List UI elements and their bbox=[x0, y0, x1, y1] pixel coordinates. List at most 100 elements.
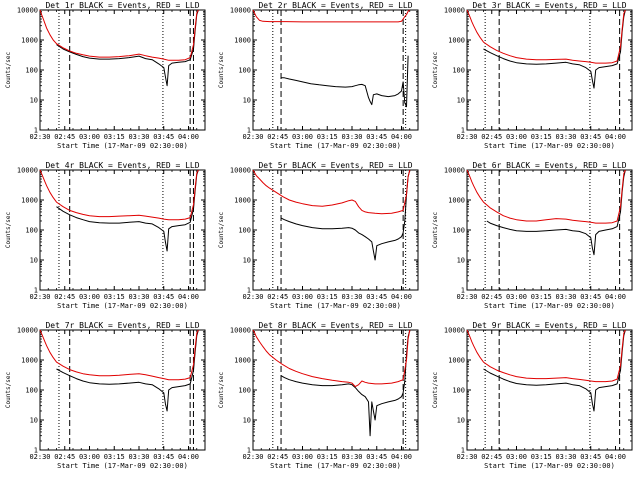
x-tick-label: 03:00 bbox=[292, 293, 313, 301]
y-tick-label: 10 bbox=[243, 97, 251, 105]
y-tick-label: 100 bbox=[238, 67, 251, 75]
y-axis-label: Counts/sec bbox=[432, 372, 439, 409]
x-tick-label: 03:00 bbox=[506, 133, 527, 141]
y-tick-label: 1 bbox=[247, 127, 251, 135]
x-tick-label: 03:30 bbox=[128, 133, 149, 141]
plot-frame bbox=[466, 329, 633, 451]
x-axis-label: Start Time (17-Mar-09 02:30:00) bbox=[484, 462, 615, 470]
series-line-lld bbox=[39, 169, 199, 221]
x-tick-label: 04:00 bbox=[178, 293, 199, 301]
series-line-lld bbox=[252, 9, 411, 23]
panel-title: Det 7r BLACK = Events, RED = LLD bbox=[45, 321, 199, 330]
y-tick-label: 1000 bbox=[21, 37, 38, 45]
x-tick-label: 02:45 bbox=[267, 293, 288, 301]
x-tick-label: 02:30 bbox=[456, 453, 477, 461]
x-tick-label: 03:00 bbox=[79, 293, 100, 301]
x-tick-label: 02:30 bbox=[242, 293, 263, 301]
y-axis-label: Counts/sec bbox=[432, 52, 439, 89]
x-tick-label: 02:45 bbox=[54, 453, 75, 461]
x-tick-label: 04:00 bbox=[605, 133, 626, 141]
x-tick-label: 03:45 bbox=[153, 133, 174, 141]
x-tick-label: 03:15 bbox=[531, 133, 552, 141]
detector-panel-5: Det 5r BLACK = Events, RED = LLD 1 10 100 10… bbox=[218, 161, 419, 310]
x-tick-label: 03:45 bbox=[366, 453, 387, 461]
y-tick-label: 1 bbox=[461, 127, 465, 135]
x-axis-label: Start Time (17-Mar-09 02:30:00) bbox=[57, 462, 188, 470]
x-tick-label: 03:45 bbox=[153, 293, 174, 301]
series-line-lld bbox=[252, 169, 411, 215]
y-tick-label: 1 bbox=[247, 287, 251, 295]
y-tick-label: 1000 bbox=[448, 357, 465, 365]
y-tick-label: 10000 bbox=[444, 167, 465, 175]
y-tick-label: 1 bbox=[34, 447, 38, 455]
y-tick-label: 10 bbox=[30, 417, 38, 425]
panel-title: Det 4r BLACK = Events, RED = LLD bbox=[45, 161, 199, 170]
x-tick-label: 02:45 bbox=[481, 293, 502, 301]
y-tick-label: 100 bbox=[452, 387, 465, 395]
y-axis-label: Counts/sec bbox=[5, 212, 12, 249]
x-tick-label: 03:30 bbox=[341, 453, 362, 461]
y-tick-label: 1000 bbox=[21, 197, 38, 205]
plot-frame bbox=[39, 329, 206, 451]
x-axis-label: Start Time (17-Mar-09 02:30:00) bbox=[57, 302, 188, 310]
y-tick-label: 10000 bbox=[230, 167, 251, 175]
y-tick-label: 100 bbox=[25, 67, 38, 75]
series-line-lld bbox=[466, 9, 626, 64]
series-line-events bbox=[56, 169, 199, 252]
x-tick-label: 03:45 bbox=[366, 293, 387, 301]
detector-panel-8: Det 8r BLACK = Events, RED = LLD 1 10 100 10… bbox=[218, 321, 419, 470]
y-axis-label: Counts/sec bbox=[5, 372, 12, 409]
x-tick-label: 03:30 bbox=[555, 133, 576, 141]
y-tick-label: 1000 bbox=[234, 357, 251, 365]
x-tick-label: 03:30 bbox=[555, 453, 576, 461]
series-line-events bbox=[486, 169, 626, 256]
x-tick-label: 02:45 bbox=[54, 133, 75, 141]
panel-title: Det 1r BLACK = Events, RED = LLD bbox=[45, 1, 199, 10]
y-axis-label: Counts/sec bbox=[218, 52, 225, 89]
plot-frame bbox=[466, 9, 633, 131]
detector-panel-7: Det 7r BLACK = Events, RED = LLD 1 10 100 10… bbox=[5, 321, 206, 470]
detector-panel-2: Det 2r BLACK = Events, RED = LLD 1 10 100 10… bbox=[218, 1, 419, 150]
y-tick-label: 100 bbox=[25, 387, 38, 395]
x-tick-label: 02:45 bbox=[267, 133, 288, 141]
series-line-lld bbox=[39, 9, 199, 61]
series-line-events bbox=[280, 329, 411, 437]
y-tick-label: 1000 bbox=[234, 197, 251, 205]
detector-panel-1: Det 1r BLACK = Events, RED = LLD 1 10 100 10… bbox=[5, 1, 206, 150]
x-tick-label: 03:45 bbox=[153, 453, 174, 461]
y-tick-label: 10000 bbox=[444, 7, 465, 15]
x-tick-label: 02:30 bbox=[29, 133, 50, 141]
panel-title: Det 2r BLACK = Events, RED = LLD bbox=[258, 1, 412, 10]
x-tick-label: 04:00 bbox=[391, 453, 412, 461]
x-axis-label: Start Time (17-Mar-09 02:30:00) bbox=[484, 142, 615, 150]
x-tick-label: 02:30 bbox=[29, 453, 50, 461]
x-tick-label: 03:30 bbox=[341, 133, 362, 141]
plot-frame bbox=[252, 329, 419, 451]
x-tick-label: 03:00 bbox=[506, 453, 527, 461]
series-line-events bbox=[56, 329, 199, 412]
y-tick-label: 1 bbox=[34, 287, 38, 295]
x-tick-label: 03:45 bbox=[580, 293, 601, 301]
y-tick-label: 1 bbox=[34, 127, 38, 135]
series-line-lld bbox=[39, 329, 199, 381]
y-tick-label: 100 bbox=[238, 387, 251, 395]
x-axis-label: Start Time (17-Mar-09 02:30:00) bbox=[57, 142, 188, 150]
x-tick-label: 02:30 bbox=[242, 133, 263, 141]
y-tick-label: 10 bbox=[30, 257, 38, 265]
y-tick-label: 1000 bbox=[21, 357, 38, 365]
panel-title: Det 3r BLACK = Events, RED = LLD bbox=[472, 1, 626, 10]
y-tick-label: 10 bbox=[457, 257, 465, 265]
y-tick-label: 1 bbox=[461, 287, 465, 295]
y-tick-label: 100 bbox=[238, 227, 251, 235]
x-tick-label: 03:45 bbox=[366, 133, 387, 141]
x-tick-label: 03:15 bbox=[104, 293, 125, 301]
x-tick-label: 03:30 bbox=[128, 453, 149, 461]
panel-title: Det 8r BLACK = Events, RED = LLD bbox=[258, 321, 412, 330]
series-line-events bbox=[483, 9, 626, 89]
y-tick-label: 10000 bbox=[444, 327, 465, 335]
x-tick-label: 02:30 bbox=[29, 293, 50, 301]
x-tick-label: 03:00 bbox=[506, 293, 527, 301]
x-tick-label: 03:15 bbox=[531, 293, 552, 301]
x-tick-label: 04:00 bbox=[605, 293, 626, 301]
